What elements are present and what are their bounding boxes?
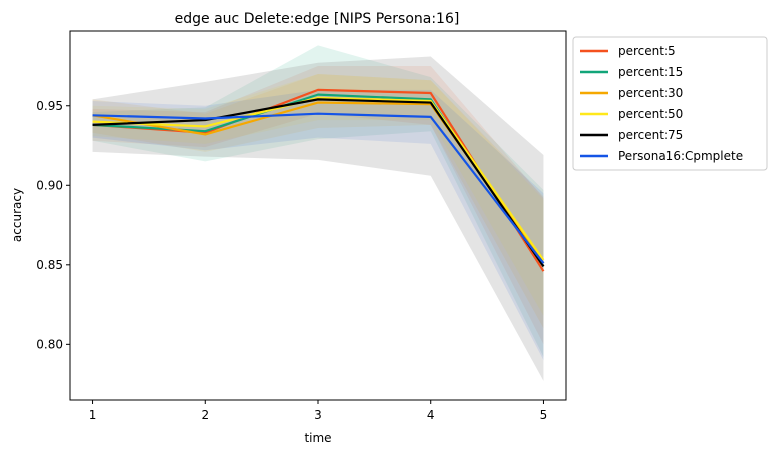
legend-label-percent-75: percent:75 [618,128,683,142]
line-percent-50 [92,96,545,261]
legend-label-percent-5: percent:5 [618,44,676,58]
band-percent-15 [92,45,544,358]
line-percent-75 [92,98,545,268]
y-tick-label: 0.90 [36,178,63,192]
y-axis-ticks: 0.80 0.85 0.90 0.95 [36,99,70,351]
legend: percent:5 percent:15 percent:30 percent:50 p… [572,36,768,171]
band-percent-5 [92,65,544,345]
y-tick-label: 0.80 [36,337,63,351]
y-axis-title: accuracy [10,188,24,242]
x-axis-title: time [304,431,331,445]
x-tick-label: 1 [89,408,97,422]
legend-frame [572,36,768,171]
y-tick-label: 0.95 [36,99,63,113]
series-lines [92,88,545,272]
band-percent-30 [92,73,544,329]
x-axis-ticks: 1 2 3 4 5 [89,400,548,422]
legend-label-persona16-cpmplete: Persona16:Cpmplete [618,149,743,163]
band-percent-75 [92,56,544,381]
chart-title: edge auc Delete:edge [NIPS Persona:16] [175,11,460,27]
x-tick-label: 2 [201,408,209,422]
x-tick-label: 3 [314,408,322,422]
x-tick-label: 4 [427,408,435,422]
y-tick-label: 0.85 [36,258,63,272]
legend-label-percent-15: percent:15 [618,65,683,79]
legend-label-percent-30: percent:30 [618,86,683,100]
legend-label-percent-50: percent:50 [618,107,683,121]
x-tick-label: 5 [540,408,548,422]
line-persona16-cpmplete [92,112,545,264]
